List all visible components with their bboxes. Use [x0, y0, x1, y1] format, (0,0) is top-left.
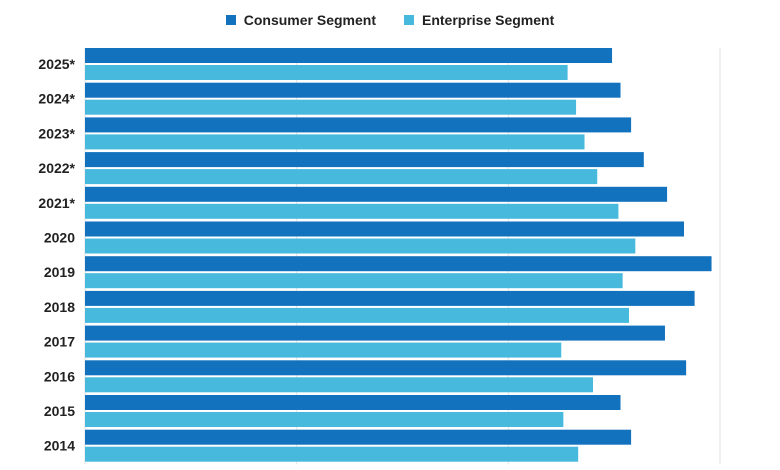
- category-label: 2015: [44, 403, 75, 419]
- category-labels: 2025* 2024* 2023* 2022* 2021* 2020 2019 2018 201…: [38, 56, 75, 454]
- bar-enterprise-2017[interactable]: [85, 342, 562, 358]
- bar-enterprise-2024-est[interactable]: [85, 99, 577, 115]
- bar-enterprise-2014[interactable]: [85, 446, 579, 462]
- bar-enterprise-2016[interactable]: [85, 377, 593, 393]
- bar-consumer-2020[interactable]: [85, 221, 685, 237]
- category-label: 2016: [44, 368, 75, 384]
- bar-consumer-2022-est[interactable]: [85, 152, 644, 168]
- bar-consumer-2019[interactable]: [85, 256, 712, 272]
- category-label: 2017: [44, 334, 75, 350]
- bar-consumer-2021-est[interactable]: [85, 186, 668, 202]
- bar-enterprise-2021-est[interactable]: [85, 203, 619, 219]
- category-label: 2020: [44, 230, 75, 246]
- legend-swatch-consumer: [225, 15, 236, 25]
- bars: [85, 48, 712, 462]
- legend-item-enterprise[interactable]: Enterprise Segment: [403, 12, 555, 28]
- bar-enterprise-2023-est[interactable]: [85, 134, 585, 150]
- bar-enterprise-2025-est[interactable]: [85, 65, 568, 80]
- category-label: 2014: [44, 438, 75, 454]
- legend-label-consumer: Consumer Segment: [243, 12, 376, 28]
- bar-enterprise-2022-est[interactable]: [85, 169, 598, 185]
- bar-enterprise-2020[interactable]: [85, 238, 636, 254]
- bar-consumer-2023-est[interactable]: [85, 117, 632, 133]
- category-label: 2025*: [38, 56, 75, 72]
- category-label: 2021*: [38, 195, 75, 211]
- bar-consumer-2016[interactable]: [85, 360, 687, 376]
- bar-consumer-2015[interactable]: [85, 395, 621, 410]
- bar-enterprise-2018[interactable]: [85, 307, 629, 323]
- legend: Consumer Segment Enterprise Segment: [0, 12, 780, 28]
- legend-item-consumer[interactable]: Consumer Segment: [225, 12, 376, 28]
- category-label: 2019: [44, 264, 75, 280]
- bar-consumer-2017[interactable]: [85, 325, 665, 341]
- category-label: 2022*: [38, 160, 75, 176]
- category-label: 2023*: [38, 125, 75, 141]
- bar-consumer-2018[interactable]: [85, 290, 695, 306]
- bar-consumer-2014[interactable]: [85, 429, 632, 445]
- bar-consumer-2024-est[interactable]: [85, 82, 621, 98]
- category-label: 2024*: [38, 91, 75, 107]
- bar-enterprise-2019[interactable]: [85, 273, 623, 289]
- bar-enterprise-2015[interactable]: [85, 412, 564, 427]
- bar-consumer-2025-est[interactable]: [85, 48, 613, 63]
- legend-label-enterprise: Enterprise Segment: [421, 12, 555, 28]
- legend-swatch-enterprise: [403, 15, 414, 25]
- category-label: 2018: [44, 299, 75, 315]
